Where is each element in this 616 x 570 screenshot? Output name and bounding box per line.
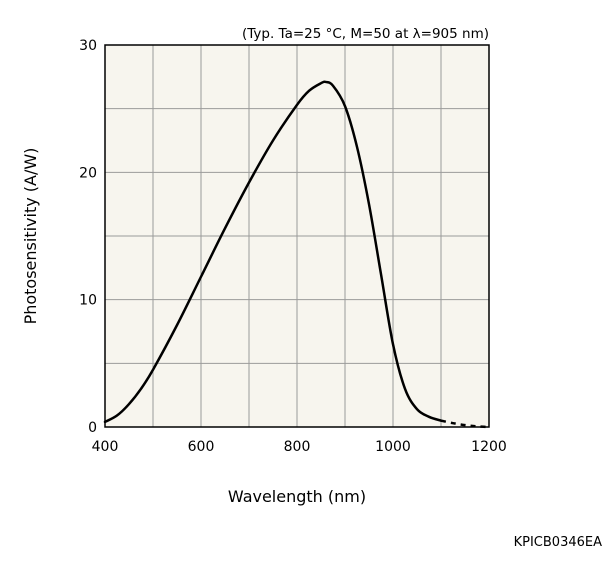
x-tick-label: 1000 [375,439,411,455]
x-tick-label: 1200 [471,439,507,455]
y-tick-label: 30 [79,38,97,54]
x-axis-title: Wavelength (nm) [228,487,366,506]
figure-code: KPICB0346EA [514,535,602,550]
y-tick-label: 10 [79,293,97,309]
y-tick-label: 0 [88,420,97,436]
y-axis-title: Photosensitivity (A/W) [21,148,40,325]
plot-frame [104,44,490,428]
x-tick-labels: 400 600 800 1000 1200 [92,439,507,455]
y-tick-label: 20 [79,165,97,181]
x-tick-label: 400 [92,439,119,455]
photosensitivity-curve [103,80,443,424]
y-tick-labels: 0 10 20 30 [79,38,97,436]
grid [105,45,489,427]
measurement-conditions: (Typ. Ta=25 °C, M=50 at λ=905 nm) [242,26,489,42]
x-tick-label: 800 [284,439,311,455]
x-tick-label: 600 [188,439,215,455]
